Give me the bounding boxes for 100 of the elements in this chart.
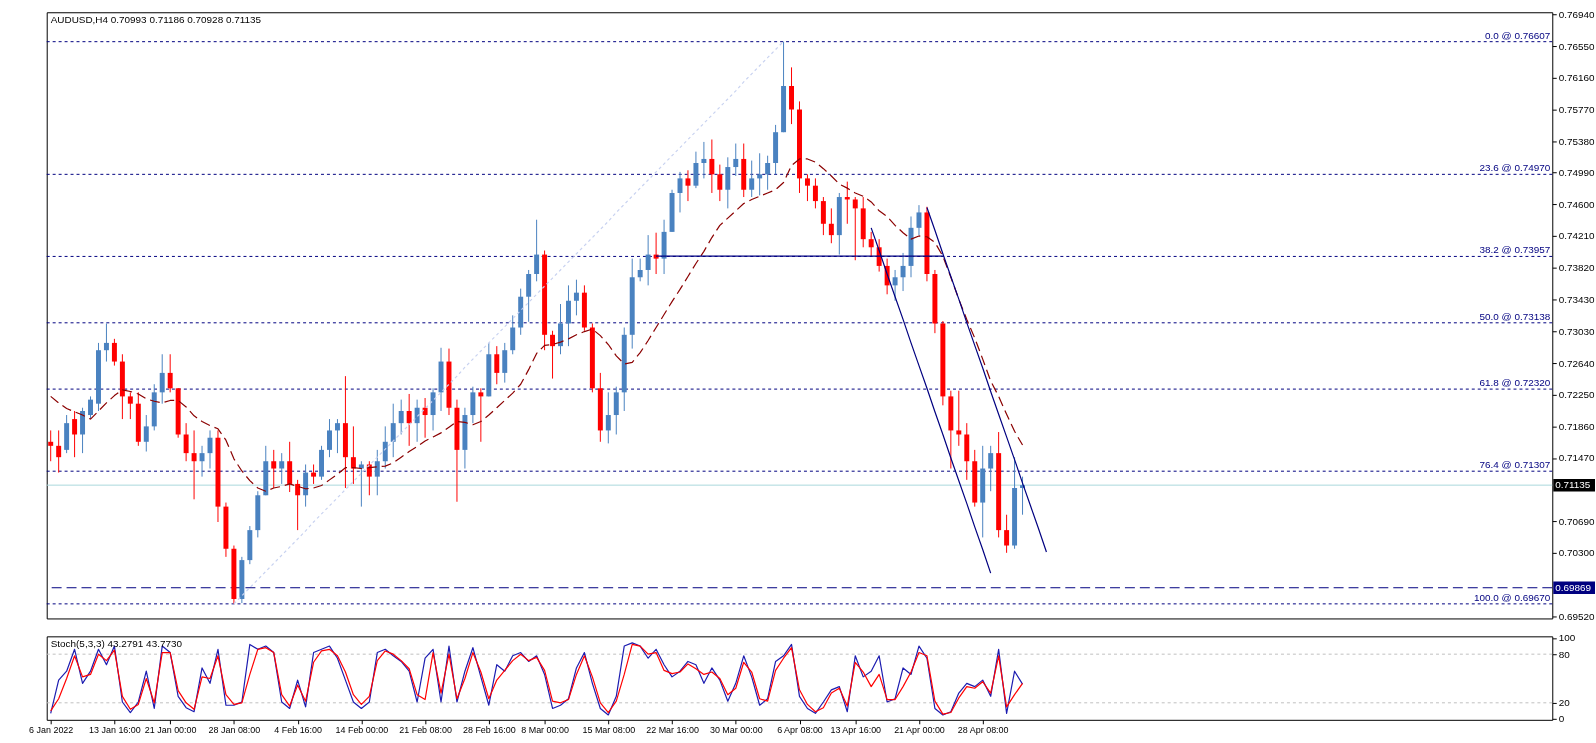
candlestick [565, 284, 571, 347]
candlestick [366, 460, 372, 496]
y-tick-label: 0.73430 [1558, 293, 1596, 305]
candlestick [88, 395, 93, 420]
candlestick [390, 403, 396, 458]
y-tick-label: 80 [1558, 648, 1571, 660]
x-tick-label: 28 Feb 16:00 [462, 725, 516, 736]
candlestick [406, 393, 412, 447]
candlestick [111, 338, 117, 367]
candlestick [494, 345, 500, 385]
y-tick-label: 0.71860 [1558, 420, 1596, 432]
candlestick [167, 353, 173, 393]
candlestick [183, 422, 189, 462]
ref-line-label: 0.71135 [1555, 479, 1591, 491]
candlestick [478, 387, 484, 443]
chart-title: Stoch(5,3,3) 43.2791 43.7730 [50, 638, 183, 650]
candlestick [900, 252, 906, 292]
candlestick [72, 410, 78, 458]
candlestick [828, 207, 834, 244]
candlestick [789, 66, 795, 125]
candlestick [430, 387, 436, 431]
y-tick-label: 0.70300 [1558, 547, 1596, 559]
candlestick [534, 219, 540, 282]
candlestick [311, 463, 317, 485]
candlestick [988, 445, 994, 492]
candlestick [127, 391, 133, 420]
candlestick [470, 386, 476, 424]
candlestick [709, 138, 715, 194]
candlestick [725, 156, 731, 209]
x-tick-label: 21 Jan 00:00 [144, 725, 197, 736]
candlestick [350, 425, 356, 485]
y-tick-label: 0.76940 [1558, 9, 1596, 21]
candlestick [358, 460, 364, 508]
candlestick [550, 330, 556, 380]
candlestick [414, 399, 420, 443]
annotation: 61.8 @ 0.72320 [1479, 377, 1551, 389]
candlestick [892, 269, 898, 302]
y-tick-label: 0.74990 [1558, 167, 1596, 179]
x-tick-label: 22 Mar 16:00 [646, 725, 699, 736]
y-tick-label: 0.69520 [1558, 610, 1596, 622]
x-tick-label: 6 Jan 2022 [29, 725, 74, 736]
x-tick-label: 6 Apr 08:00 [777, 725, 823, 736]
y-tick-label: 0.70690 [1558, 515, 1596, 527]
candlestick [820, 196, 826, 236]
y-tick-label: 0.71470 [1558, 452, 1596, 464]
candlestick [645, 234, 651, 286]
y-tick-label: 0.75380 [1558, 135, 1596, 147]
candlestick [733, 143, 739, 177]
x-tick-label: 13 Jan 16:00 [89, 725, 141, 736]
x-tick-label: 28 Jan 08:00 [208, 725, 261, 736]
candlestick [956, 390, 962, 447]
y-tick-label: 0 [1558, 713, 1565, 725]
candlestick [804, 173, 810, 202]
candlestick [382, 425, 388, 470]
candlestick [613, 386, 619, 435]
candlestick [693, 151, 699, 189]
y-tick-label: 0.72640 [1558, 357, 1596, 369]
x-tick-label: 21 Feb 08:00 [399, 725, 452, 736]
y-tick-label: 0.74600 [1558, 198, 1596, 210]
annotation: 0.0 @ 0.76607 [1485, 29, 1551, 41]
candlestick [717, 164, 723, 202]
candlestick [868, 231, 874, 257]
candlestick [48, 429, 54, 462]
candlestick [852, 196, 858, 261]
chart-title: AUDUSD,H4 0.70993 0.71186 0.70928 0.71135 [50, 14, 262, 26]
x-tick-label: 13 Apr 16:00 [830, 725, 882, 736]
candlestick [56, 429, 62, 474]
candlestick [502, 342, 508, 384]
candlestick [749, 160, 755, 198]
candlestick [295, 479, 301, 531]
candlestick [327, 418, 332, 458]
y-tick-label: 100 [1558, 632, 1576, 644]
candlestick [637, 258, 643, 282]
candlestick [287, 441, 293, 493]
y-tick-label: 0.76550 [1558, 40, 1596, 52]
annotation: 50.0 @ 0.73138 [1479, 310, 1551, 322]
x-tick-label: 8 Mar 00:00 [521, 725, 569, 736]
x-tick-label: 28 Apr 08:00 [957, 725, 1009, 736]
annotation: 76.4 @ 0.71307 [1479, 459, 1551, 471]
x-tick-label: 14 Feb 00:00 [335, 725, 389, 736]
annotation: 23.6 @ 0.74970 [1479, 162, 1551, 174]
candlestick [279, 452, 285, 485]
candlestick [80, 407, 86, 454]
candlestick [812, 177, 818, 209]
y-tick-label: 0.74210 [1558, 230, 1596, 242]
x-tick-label: 4 Feb 16:00 [274, 725, 323, 736]
candlestick [526, 269, 532, 323]
candlestick [573, 279, 579, 316]
candlestick [271, 449, 277, 489]
y-tick-label: 0.72250 [1558, 389, 1596, 401]
line-series [233, 40, 785, 605]
candlestick [510, 314, 516, 355]
candlestick [701, 141, 707, 179]
candlestick [685, 169, 691, 202]
y-tick-label: 0.76160 [1558, 72, 1596, 84]
candlestick [199, 445, 205, 478]
x-tick-label: 15 Mar 08:00 [582, 725, 636, 736]
candlestick [916, 204, 922, 236]
candlestick [103, 322, 109, 363]
candlestick [374, 449, 380, 496]
